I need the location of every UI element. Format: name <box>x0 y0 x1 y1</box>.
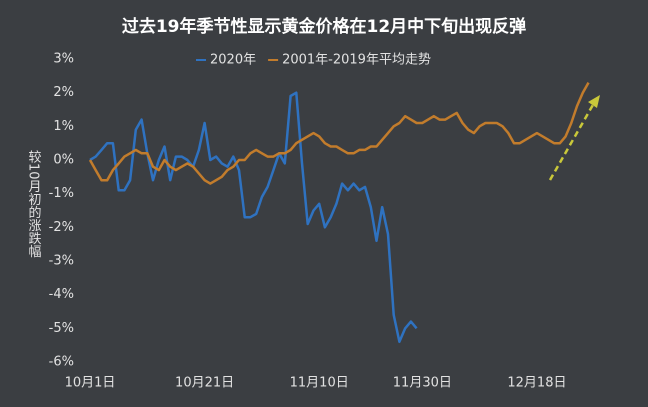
y-tick-label: -6% <box>49 355 74 370</box>
x-tick-label: 11月30日 <box>393 376 452 391</box>
y-tick-label: 3% <box>53 52 74 67</box>
x-tick-label: 11月10日 <box>290 376 349 391</box>
x-tick-label: 10月1日 <box>65 376 116 391</box>
arrow <box>548 102 596 181</box>
y-tick-label: 2% <box>53 85 74 100</box>
y-tick-label: -3% <box>49 254 74 269</box>
x-tick-label: 12月18日 <box>507 376 566 391</box>
arrow-head <box>588 95 600 108</box>
y-tick-label: -4% <box>49 287 74 302</box>
legend-label: 2001年-2019年平均走势 <box>282 52 431 68</box>
y-axis-label: 较10月初的涨跌幅 <box>26 150 42 259</box>
y-tick-label: -2% <box>49 220 74 235</box>
series-line <box>88 81 590 185</box>
legend-label: 2020年 <box>210 53 256 68</box>
x-tick-label: 10月21日 <box>175 376 234 391</box>
y-tick-label: 1% <box>53 119 74 134</box>
y-tick-label: 0% <box>53 153 74 168</box>
y-tick-label: -5% <box>49 321 74 336</box>
y-tick-label: -1% <box>49 186 74 201</box>
series-line <box>89 91 418 344</box>
chart-title: 过去19年季节性显示黄金价格在12月中下旬出现反弹 <box>122 16 526 37</box>
